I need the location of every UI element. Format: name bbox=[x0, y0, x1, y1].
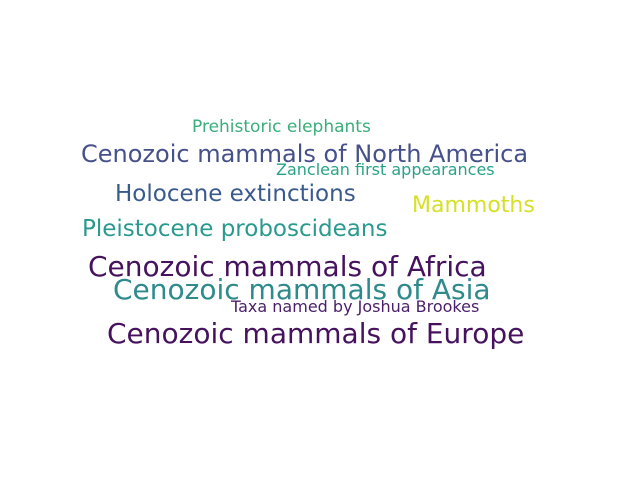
word-zanclean-first-appearances: Zanclean first appearances bbox=[276, 160, 495, 179]
word-taxa-named-by-joshua-brookes: Taxa named by Joshua Brookes bbox=[231, 297, 480, 316]
word-holocene-extinctions: Holocene extinctions bbox=[115, 181, 356, 207]
word-pleistocene-proboscideans: Pleistocene proboscideans bbox=[82, 216, 388, 242]
word-mammoths: Mammoths bbox=[412, 193, 535, 218]
word-cenozoic-mammals-asia: Cenozoic mammals of Asia bbox=[113, 273, 491, 306]
word-cenozoic-mammals-europe: Cenozoic mammals of Europe bbox=[107, 317, 525, 350]
word-cenozoic-mammals-africa: Cenozoic mammals of Africa bbox=[88, 250, 487, 283]
word-cenozoic-mammals-north-america: Cenozoic mammals of North America bbox=[81, 140, 529, 168]
word-prehistoric-elephants: Prehistoric elephants bbox=[192, 117, 371, 137]
